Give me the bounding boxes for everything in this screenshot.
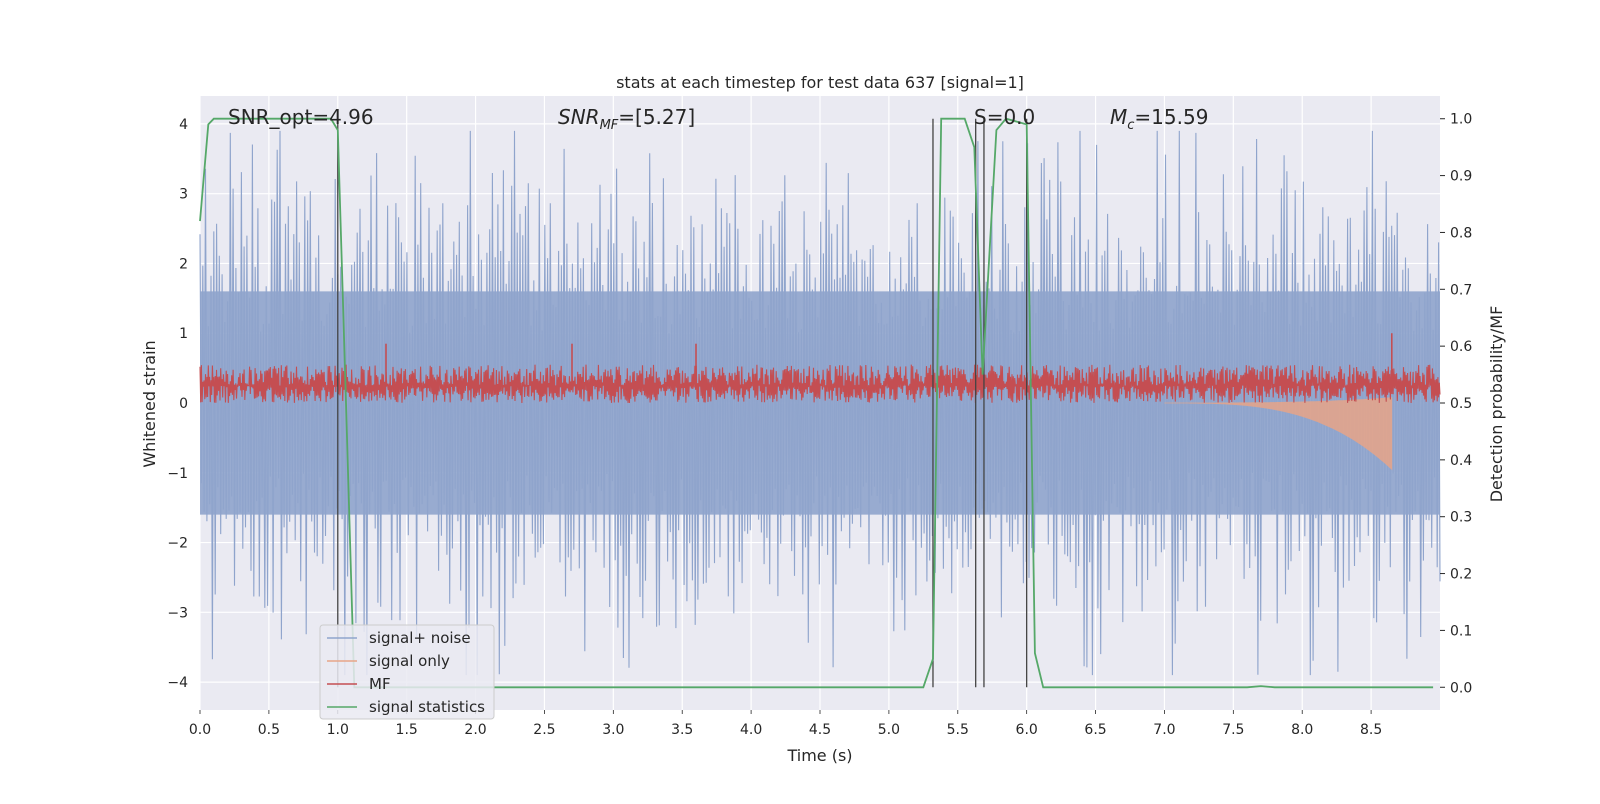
y-right-tick-label-10: 1.0 bbox=[1450, 112, 1472, 128]
legend-label-mf: MF bbox=[369, 675, 391, 693]
signal-statistics-series bbox=[199, 117, 1434, 689]
y-tick-label-1: −3 bbox=[167, 605, 188, 621]
y-tick-label-6: 2 bbox=[179, 256, 188, 272]
x-tick-label-5: 2.5 bbox=[533, 722, 555, 738]
s-annotation: S=0.0 bbox=[974, 105, 1035, 129]
y-right-tick-label-3: 0.3 bbox=[1450, 510, 1472, 526]
snr-mf-main: SNR bbox=[558, 105, 600, 129]
mc-sub: c bbox=[1127, 118, 1134, 133]
y-right-tick-label-7: 0.7 bbox=[1450, 282, 1472, 298]
x-tick-label-7: 3.5 bbox=[671, 722, 693, 738]
mc-rest: =15.59 bbox=[1134, 105, 1208, 129]
x-tick-label-6: 3.0 bbox=[602, 722, 624, 738]
y-tick-label-7: 3 bbox=[179, 187, 188, 203]
y-right-tick-label-2: 0.2 bbox=[1450, 567, 1472, 583]
x-tick-label-2: 1.0 bbox=[327, 722, 349, 738]
legend: signal+ noise signal only MF signal stat… bbox=[319, 624, 495, 720]
snr-mf-annotation: SNRMF=[5.27] bbox=[558, 105, 695, 133]
y-tick-label-4: 0 bbox=[179, 396, 188, 412]
mf-line bbox=[199, 364, 1441, 404]
x-tick-label-10: 5.0 bbox=[878, 722, 900, 738]
x-tick-label-4: 2.0 bbox=[464, 722, 486, 738]
x-tick-label-1: 0.5 bbox=[258, 722, 280, 738]
y-right-tick-label-1: 0.1 bbox=[1450, 623, 1472, 639]
vertical-markers bbox=[337, 118, 1028, 688]
y-axis-label-right: Detection probability/MF bbox=[1487, 306, 1506, 503]
legend-label-noise: signal+ noise bbox=[369, 629, 471, 647]
x-axis-label: Time (s) bbox=[786, 746, 852, 765]
y-tick-label-5: 1 bbox=[179, 326, 188, 342]
mf-series bbox=[199, 333, 1441, 404]
signal-only-chirp bbox=[1164, 397, 1393, 471]
snr-mf-rest: =[5.27] bbox=[618, 105, 695, 129]
x-tick-label-14: 7.0 bbox=[1153, 722, 1175, 738]
x-tick-label-13: 6.5 bbox=[1084, 722, 1106, 738]
signal-only-series bbox=[1164, 397, 1393, 471]
y-axis-label: Whitened strain bbox=[140, 340, 159, 467]
noise-line bbox=[199, 130, 1441, 676]
y-tick-label-0: −4 bbox=[167, 675, 188, 691]
x-tick-label-8: 4.0 bbox=[740, 722, 762, 738]
mc-annotation: Mc=15.59 bbox=[1110, 105, 1208, 133]
y-tick-labels: −4 −3 −2 −1 0 1 2 3 4 bbox=[167, 117, 188, 691]
legend-box bbox=[319, 624, 495, 720]
x-tick-label-12: 6.0 bbox=[1016, 722, 1038, 738]
chart-title: stats at each timestep for test data 637… bbox=[616, 73, 1024, 92]
y-right-tick-label-6: 0.6 bbox=[1450, 339, 1472, 355]
x-tick-label-17: 8.5 bbox=[1360, 722, 1382, 738]
x-tick-label-3: 1.5 bbox=[396, 722, 418, 738]
x-tick-label-11: 5.5 bbox=[947, 722, 969, 738]
y-tick-label-3: −1 bbox=[167, 466, 188, 482]
x-tick-label-9: 4.5 bbox=[809, 722, 831, 738]
y-right-tick-label-8: 0.8 bbox=[1450, 225, 1472, 241]
legend-label-signal-statistics: signal statistics bbox=[369, 698, 485, 716]
x-tick-labels: 0.0 0.5 1.0 1.5 2.0 2.5 3.0 3.5 4.0 4.5 5.0 5.5 6.0 6… bbox=[189, 710, 1382, 738]
y-tick-labels-right: 0.0 0.1 0.2 0.3 0.4 0.5 0.6 0.7 0.8 0.9 1.0 bbox=[1440, 112, 1472, 696]
y-right-tick-label-5: 0.5 bbox=[1450, 396, 1472, 412]
x-tick-label-0: 0.0 bbox=[189, 722, 211, 738]
y-tick-label-2: −2 bbox=[167, 536, 188, 552]
signal-statistics-line bbox=[199, 117, 1434, 689]
y-tick-label-8: 4 bbox=[179, 117, 188, 133]
mc-main: M bbox=[1110, 105, 1127, 129]
y-right-tick-label-9: 0.9 bbox=[1450, 169, 1472, 185]
y-right-tick-label-4: 0.4 bbox=[1450, 453, 1472, 469]
y-right-tick-label-0: 0.0 bbox=[1450, 680, 1472, 696]
snr-mf-sub: MF bbox=[600, 118, 619, 133]
legend-label-signal-only: signal only bbox=[369, 652, 450, 670]
x-tick-label-16: 8.0 bbox=[1291, 722, 1313, 738]
snr-opt-annotation: SNR_opt=4.96 bbox=[228, 105, 374, 129]
x-tick-label-15: 7.5 bbox=[1222, 722, 1244, 738]
